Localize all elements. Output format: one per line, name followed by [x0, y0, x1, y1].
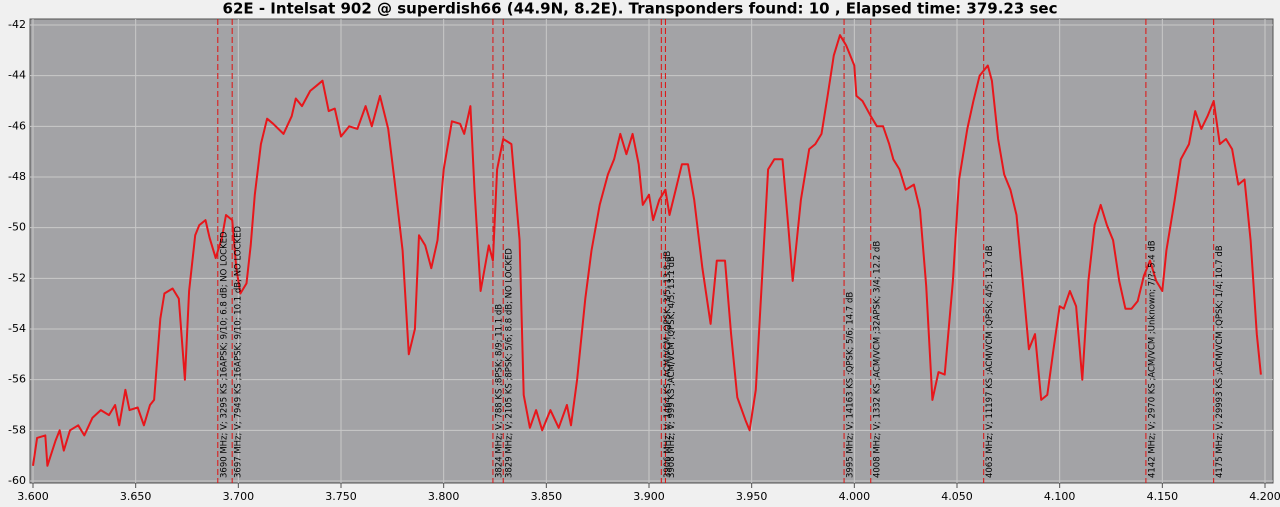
transponder-label: 3906 MHz; V; 1464 KS ;ACM/VCM ;QPSK; 3/5…	[663, 251, 673, 478]
transponder-label: 4008 MHz; V; 1332 KS ;ACM/VCM ;32APSK; 3…	[872, 241, 882, 478]
x-tick-label: 4.200	[1249, 490, 1280, 503]
spectrum-line	[32, 34, 1262, 467]
plot-area	[29, 18, 1274, 484]
y-tick-label: -50	[8, 221, 26, 234]
x-tick-label: 3.850	[531, 490, 563, 503]
y-tick-label: -44	[8, 69, 26, 82]
y-tick-label: -60	[8, 474, 26, 487]
y-tick-label: -48	[8, 170, 26, 183]
y-tick-label: -54	[8, 322, 26, 335]
transponder-label: 4063 MHz; V; 11197 KS ;ACM/VCM ;QPSK; 4/…	[985, 245, 995, 478]
y-tick-label: -46	[8, 119, 26, 132]
x-tick-label: 3.600	[17, 490, 49, 503]
x-tick-label: 3.800	[428, 490, 460, 503]
transponder-label: 3824 MHz; V; 788 KS ;8PSK; 8/9; 11.1 dB	[494, 304, 504, 478]
transponder-label: 4175 MHz; V; 29993 KS ;ACM/VCM ;QPSK; 1/…	[1215, 245, 1225, 478]
x-tick-label: 4.000	[839, 490, 871, 503]
x-tick-label: 4.100	[1044, 490, 1076, 503]
y-tick-label: -52	[8, 271, 26, 284]
x-tick-label: 3.900	[633, 490, 665, 503]
x-tick-label: 4.150	[1147, 490, 1179, 503]
transponder-label: 3995 MHz; V; 14163 KS ;QPSK; 5/6; 14.7 d…	[846, 292, 856, 478]
transponder-label: 3697 MHz; V; 7949 KS ;16APSK; 9/10; 10.1…	[234, 226, 244, 478]
x-tick-label: 4.050	[941, 490, 973, 503]
transponder-label: 3690 MHz; V; 3295 KS ;16APSK; 9/10; 6.8 …	[219, 231, 229, 478]
x-tick-label: 3.950	[736, 490, 768, 503]
transponder-label: 3829 MHz; V; 2105 KS ;8PSK; 5/6; 8.8 dB;…	[505, 248, 515, 478]
chart-title: 62E - Intelsat 902 @ superdish66 (44.9N,…	[223, 0, 1058, 18]
transponder-label: 3908 MHz; V; 999 KS ;ACM/VCM ;QPSK; 4/5;…	[667, 256, 677, 478]
x-tick-label: 3.650	[120, 490, 152, 503]
transponder-label: 4142 MHz; V; 2970 KS ;ACM/VCM ;Unknown; …	[1147, 240, 1157, 478]
x-tick-label: 3.750	[325, 490, 357, 503]
x-tick-label: 3.700	[223, 490, 255, 503]
y-tick-label: -56	[8, 373, 26, 386]
y-tick-label: -58	[8, 423, 26, 436]
y-tick-label: -42	[8, 18, 26, 31]
